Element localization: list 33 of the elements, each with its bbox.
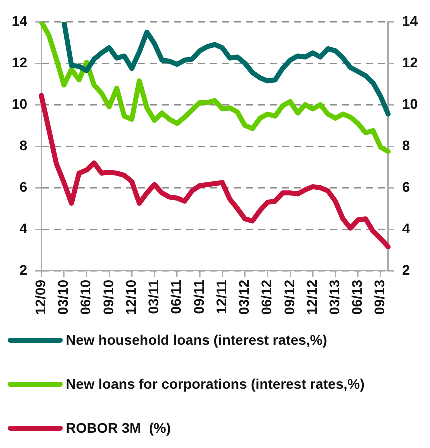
x-tick-label: 06/12	[258, 280, 275, 316]
y-tick-label: 14	[12, 12, 28, 29]
y2-tick-label: 6	[402, 178, 410, 195]
y-tick-label: 4	[20, 220, 28, 236]
x-tick-label: 09/11	[190, 280, 207, 314]
x-tick-label: 06/10	[78, 280, 94, 316]
y2-tick-label: 8	[402, 137, 410, 154]
y-tick-label: 12	[12, 54, 28, 70]
x-tick-label: 06/13	[349, 280, 366, 316]
x-tick-label: 03/12	[236, 280, 252, 316]
x-tick-label: 03/11	[146, 280, 162, 314]
y2-tick-label: 2	[402, 262, 410, 278]
legend-label: ROBOR 3M (%)	[66, 420, 171, 436]
y2-tick-label: 12	[402, 54, 418, 70]
x-tick-label: 03/10	[55, 280, 72, 316]
y-tick-label: 10	[12, 96, 28, 112]
y2-tick-label: 4	[402, 220, 410, 236]
x-tick-label: 12/11	[213, 280, 230, 314]
y-tick-label: 6	[20, 178, 28, 195]
legend-label: New household loans (interest rates,%)	[66, 332, 328, 348]
x-tick-label: 12/09	[32, 280, 48, 316]
y2-tick-label: 10	[402, 96, 418, 112]
y2-tick-label: 14	[402, 12, 418, 29]
y-tick-label: 8	[20, 137, 28, 154]
x-tick-label: 09/12	[281, 280, 298, 316]
y-tick-label: 2	[20, 262, 28, 278]
legend-label: New loans for corporations (interest rates,%)	[66, 376, 365, 392]
x-tick-label: 12/10	[122, 280, 139, 316]
x-tick-label: 03/13	[326, 280, 343, 316]
x-tick-label: 06/11	[168, 280, 184, 314]
x-tick-label: 09/13	[372, 280, 388, 316]
x-tick-label: 12/12	[304, 280, 320, 316]
x-tick-label: 09/10	[100, 280, 116, 316]
